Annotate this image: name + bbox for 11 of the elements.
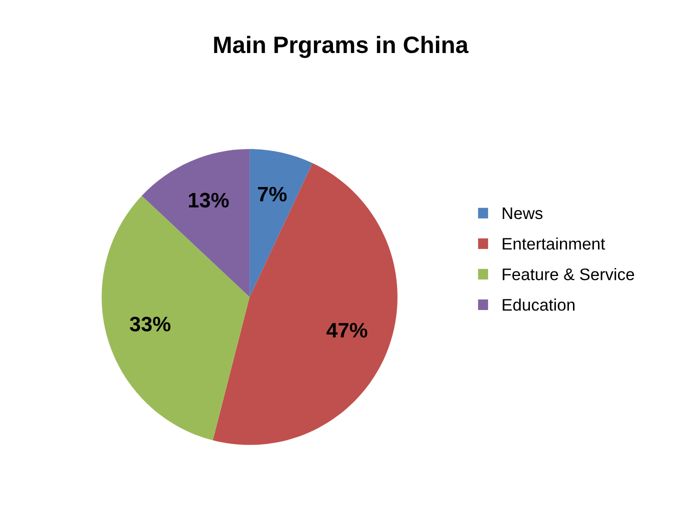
data-label: 33% [130, 316, 170, 332]
legend-label: Entertainment [502, 237, 606, 250]
data-label: 47% [326, 322, 368, 338]
legend-label: Feature & Service [502, 268, 634, 280]
pie-slice [250, 149, 313, 297]
legend-label: Education [502, 298, 574, 311]
legend-label: News [502, 208, 542, 220]
pie-slice [142, 149, 250, 297]
chart-title: Main Prgrams in China [214, 36, 469, 58]
data-label: 7% [258, 186, 287, 202]
data-label: 13% [188, 192, 229, 208]
